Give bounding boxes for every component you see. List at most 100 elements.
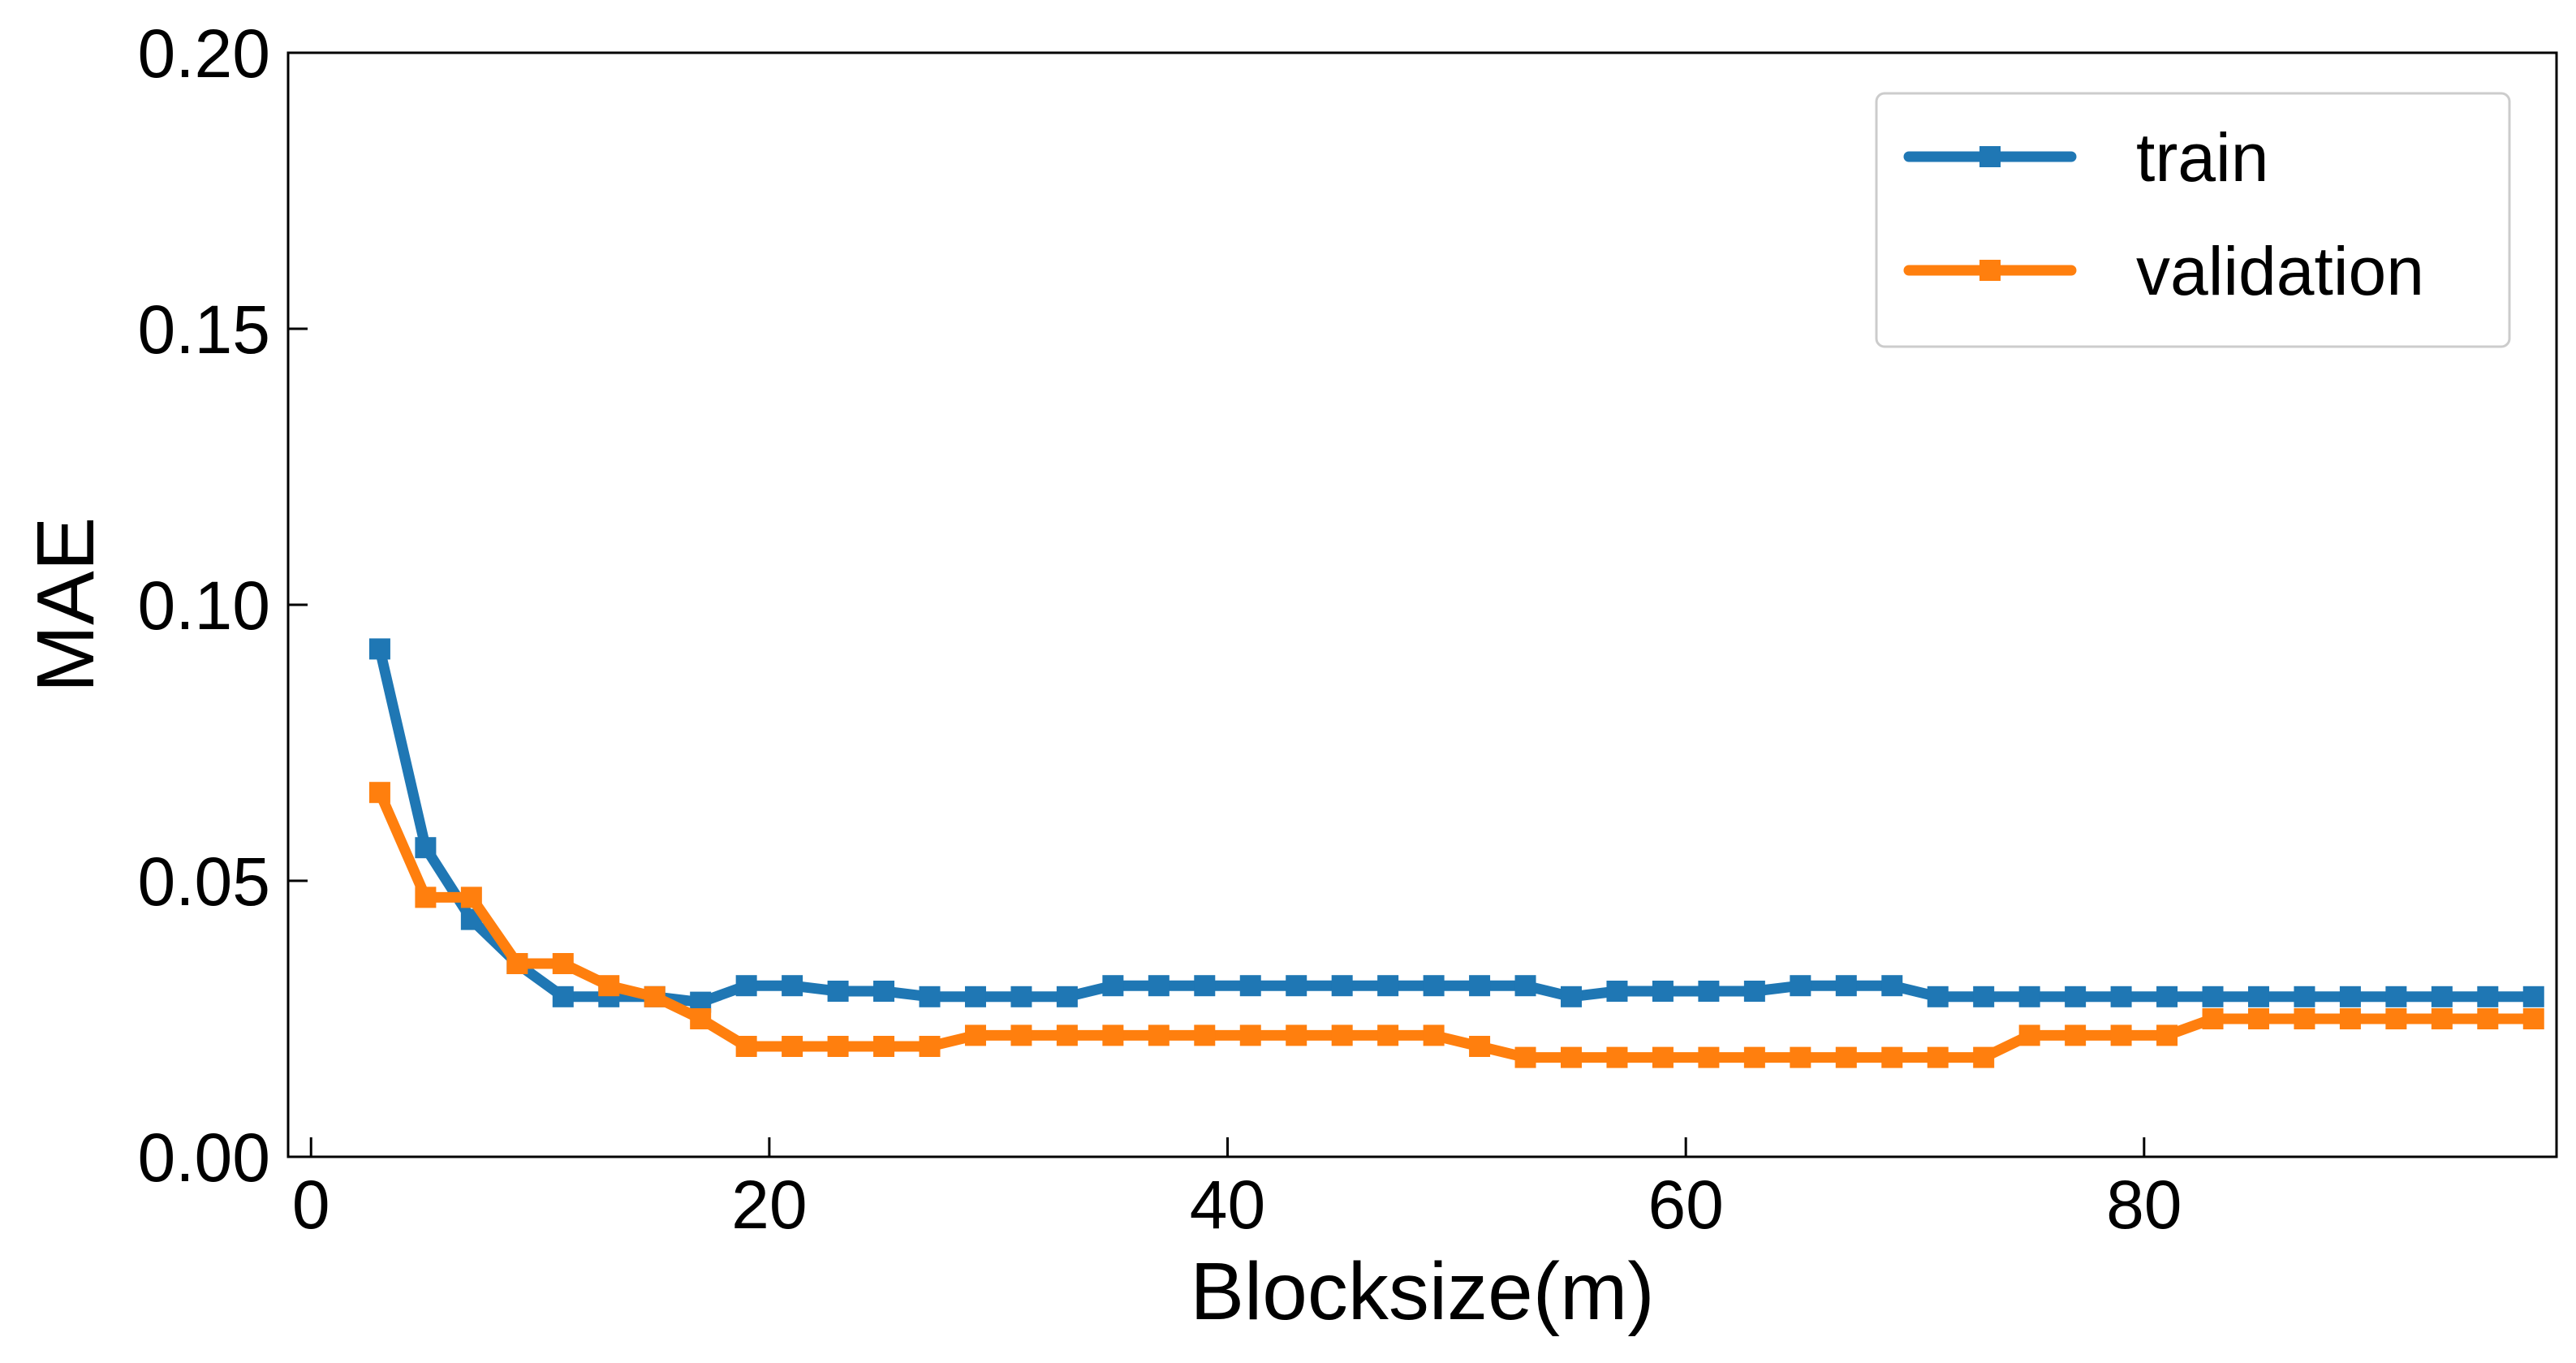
data-point-validation — [690, 1008, 712, 1029]
legend-marker-validation — [1979, 260, 2001, 281]
data-point-validation — [1652, 1046, 1674, 1068]
legend-entry-train: train — [1903, 119, 2268, 196]
data-point-train — [1194, 975, 1216, 997]
data-point-train — [2385, 986, 2407, 1007]
data-point-validation — [2431, 1008, 2453, 1029]
data-point-validation — [873, 1036, 895, 1057]
data-point-validation — [1514, 1046, 1536, 1068]
data-point-validation — [598, 975, 620, 997]
legend-label-validation: validation — [2136, 233, 2424, 309]
legend: train validation — [1875, 92, 2511, 348]
x-tick-label: 60 — [1648, 1167, 1723, 1243]
x-tick-label: 80 — [2106, 1167, 2182, 1243]
data-point-validation — [1973, 1046, 1995, 1068]
data-point-validation — [1423, 1024, 1445, 1046]
data-point-validation — [644, 986, 666, 1007]
data-point-train — [1743, 981, 1765, 1002]
data-point-train — [368, 638, 390, 660]
axes-layer: 0 20 40 60 80 0.00 0.05 0.10 0.15 0.20 — [138, 15, 2558, 1243]
data-point-validation — [827, 1036, 849, 1057]
data-point-train — [782, 975, 803, 997]
data-point-train — [1881, 975, 1903, 997]
data-point-train — [1927, 986, 1949, 1007]
data-point-validation — [1056, 1024, 1078, 1046]
data-point-train — [1652, 981, 1674, 1002]
legend-label-train: train — [2136, 119, 2268, 196]
data-point-validation — [2247, 1008, 2269, 1029]
data-point-validation — [2202, 1008, 2224, 1029]
data-point-train — [415, 837, 437, 859]
data-point-validation — [2294, 1008, 2315, 1029]
data-point-train — [1698, 981, 1720, 1002]
data-point-train — [1973, 986, 1995, 1007]
data-point-validation — [460, 886, 482, 908]
x-tick-label: 0 — [292, 1167, 330, 1243]
data-point-train — [1469, 975, 1491, 997]
data-point-validation — [2339, 1008, 2361, 1029]
data-point-validation — [1469, 1036, 1491, 1057]
data-point-validation — [2156, 1024, 2178, 1046]
data-point-train — [1423, 975, 1445, 997]
data-point-validation — [2522, 1008, 2544, 1029]
data-point-validation — [1102, 1024, 1124, 1046]
series-validation — [368, 782, 2544, 1068]
data-point-validation — [1698, 1046, 1720, 1068]
y-tick-label: 0.05 — [138, 843, 271, 920]
data-point-train — [2247, 986, 2269, 1007]
data-point-validation — [1606, 1046, 1628, 1068]
data-point-validation — [735, 1036, 757, 1057]
data-point-train — [2339, 986, 2361, 1007]
data-point-validation — [1835, 1046, 1857, 1068]
legend-marker-train — [1979, 146, 2001, 167]
data-point-train — [2065, 986, 2087, 1007]
data-point-validation — [919, 1036, 941, 1057]
data-point-train — [1561, 986, 1583, 1007]
data-point-train — [552, 986, 574, 1007]
data-point-train — [1239, 975, 1261, 997]
legend-entry-validation: validation — [1903, 233, 2424, 309]
data-point-validation — [2110, 1024, 2132, 1046]
data-point-validation — [415, 886, 437, 908]
data-point-validation — [1010, 1024, 1032, 1046]
data-point-train — [1056, 986, 1078, 1007]
data-point-validation — [552, 953, 574, 974]
x-tick-label: 40 — [1190, 1167, 1265, 1243]
data-point-train — [964, 986, 986, 1007]
data-point-train — [873, 981, 895, 1002]
series-layer — [368, 638, 2544, 1068]
data-point-validation — [2018, 1024, 2040, 1046]
data-point-validation — [1194, 1024, 1216, 1046]
data-point-train — [1331, 975, 1353, 997]
data-point-validation — [2477, 1008, 2499, 1029]
data-point-validation — [368, 782, 390, 804]
data-point-train — [2018, 986, 2040, 1007]
data-point-validation — [1743, 1046, 1765, 1068]
data-point-validation — [1239, 1024, 1261, 1046]
data-point-validation — [964, 1024, 986, 1046]
data-point-validation — [782, 1036, 803, 1057]
data-point-train — [1148, 975, 1170, 997]
data-point-train — [2202, 986, 2224, 1007]
data-point-validation — [1331, 1024, 1353, 1046]
y-tick-label: 0.10 — [138, 567, 271, 644]
data-point-validation — [2065, 1024, 2087, 1046]
data-point-train — [1010, 986, 1032, 1007]
data-point-validation — [506, 953, 528, 974]
data-point-train — [1377, 975, 1399, 997]
data-point-train — [735, 975, 757, 997]
data-point-train — [1835, 975, 1857, 997]
data-point-validation — [1561, 1046, 1583, 1068]
data-point-train — [1790, 975, 1811, 997]
data-point-train — [2431, 986, 2453, 1007]
data-point-train — [2156, 986, 2178, 1007]
data-point-train — [2477, 986, 2499, 1007]
y-tick-label: 0.15 — [138, 291, 271, 368]
data-point-train — [2294, 986, 2315, 1007]
data-point-train — [2522, 986, 2544, 1007]
data-point-validation — [1881, 1046, 1903, 1068]
data-point-validation — [1927, 1046, 1949, 1068]
data-point-train — [1286, 975, 1307, 997]
data-point-train — [1102, 975, 1124, 997]
y-axis-label: MAE — [20, 517, 111, 693]
